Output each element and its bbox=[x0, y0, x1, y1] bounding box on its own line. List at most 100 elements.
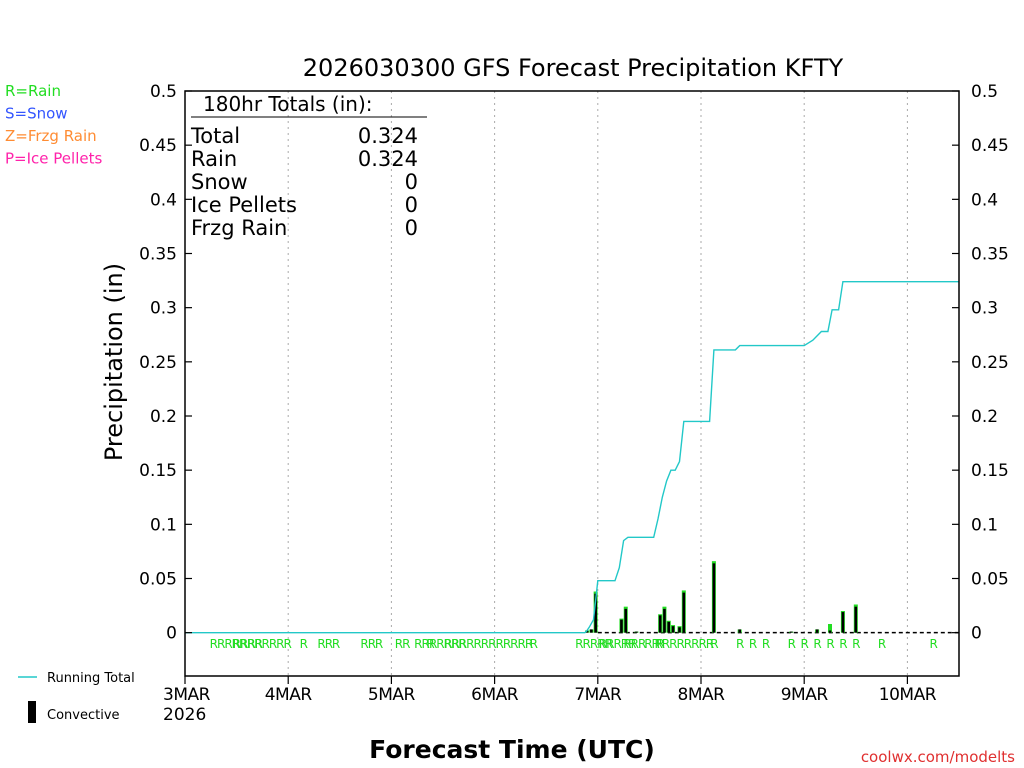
precip-type-marker-25: R bbox=[801, 637, 809, 651]
series-legend: Running Total Convective bbox=[18, 671, 135, 723]
precip-type-marker-20: R bbox=[710, 637, 718, 651]
totals-value-1: 0.324 bbox=[358, 147, 418, 171]
precip-type-marker-23: R bbox=[762, 637, 770, 651]
x-tick-label-7: 10MAR bbox=[879, 685, 937, 705]
convective-bar-8 bbox=[667, 621, 671, 633]
precip-type-marker-4: RR bbox=[317, 637, 332, 651]
convective-bar-10 bbox=[678, 627, 681, 633]
precip-type-marker-6: RR bbox=[360, 637, 375, 651]
y-tick-label-left-0: 0 bbox=[166, 624, 177, 644]
y-tick-label-left-3: 0.15 bbox=[139, 461, 177, 481]
precip-type-marker-10: R bbox=[426, 637, 434, 651]
y-axis-right: 0 0.05 0.1 0.15 0.2 0.25 0.3 0.35 0.4 0.45 0.5 bbox=[952, 82, 1009, 644]
grid-lines bbox=[287, 91, 908, 676]
totals-label-3: Ice Pellets bbox=[191, 193, 297, 217]
legend-type-1: S=Snow bbox=[5, 105, 68, 123]
y-tick-label-right-6: 0.3 bbox=[971, 299, 998, 319]
precip-type-marker-27: R bbox=[826, 637, 834, 651]
precip-type-marker-5: R bbox=[332, 637, 340, 651]
running-total-line bbox=[185, 281, 959, 634]
y-tick-label-right-5: 0.25 bbox=[971, 353, 1009, 373]
convective-bar-16 bbox=[828, 630, 832, 633]
totals-label-1: Rain bbox=[191, 147, 237, 171]
precip-type-marker-30: R bbox=[878, 637, 886, 651]
convective-bar-18 bbox=[854, 606, 858, 633]
y-tick-label-right-4: 0.2 bbox=[971, 407, 998, 427]
y-axis-left: 0 0.05 0.1 0.15 0.2 0.25 0.3 0.35 0.4 0.45 0.5 bbox=[139, 82, 192, 644]
y-tick-label-right-10: 0.5 bbox=[971, 82, 998, 102]
totals-box: 180hr Totals (in): Total 0.324 Rain 0.324 Sn… bbox=[190, 92, 427, 240]
totals-value-3: 0 bbox=[405, 193, 418, 217]
plot-frame bbox=[184, 90, 960, 677]
convective-bar-6 bbox=[658, 615, 662, 633]
convective-bar-14 bbox=[790, 631, 793, 633]
convective-bar-13 bbox=[738, 629, 741, 633]
totals-rows: Total 0.324 Rain 0.324 Snow 0 Ice Pellets 0 Frzg… bbox=[190, 124, 418, 240]
convective-bar-17 bbox=[841, 612, 845, 633]
convective-bar-5 bbox=[635, 631, 638, 633]
precip-type-marker-21: R bbox=[736, 637, 744, 651]
totals-label-0: Total bbox=[190, 124, 240, 148]
chart-title: 2026030300 GFS Forecast Precipitation KF… bbox=[303, 54, 844, 82]
precip-type-marker-26: R bbox=[813, 637, 821, 651]
precip-type-marker-8: RR bbox=[395, 637, 410, 651]
y-tick-label-left-9: 0.45 bbox=[139, 136, 177, 156]
precip-type-marker-12: RRRRRRRRRRRR bbox=[444, 637, 533, 651]
precip-bar-16 bbox=[828, 624, 832, 633]
convective-bar-4 bbox=[624, 608, 628, 633]
y-tick-label-left-10: 0.5 bbox=[150, 82, 177, 102]
convective-bar-11 bbox=[682, 592, 686, 633]
watermark: coolwx.com/modelts bbox=[861, 748, 1015, 766]
legend-running-total-label: Running Total bbox=[47, 671, 135, 686]
totals-value-0: 0.324 bbox=[358, 124, 418, 148]
precip-bars bbox=[585, 561, 858, 633]
x-tick-label-2: 5MAR bbox=[368, 685, 416, 705]
y-tick-label-left-2: 0.1 bbox=[150, 515, 177, 535]
precip-type-marker-7: R bbox=[375, 637, 383, 651]
precip-type-marker-14: RRRRR bbox=[575, 637, 612, 651]
y-axis-label: Precipitation (in) bbox=[100, 263, 128, 461]
y-tick-label-left-1: 0.05 bbox=[139, 570, 177, 590]
x-tick-label-5: 8MAR bbox=[678, 685, 726, 705]
convective-bar-9 bbox=[671, 626, 675, 633]
y-tick-label-left-8: 0.4 bbox=[150, 190, 177, 210]
convective-bar-1 bbox=[590, 629, 593, 633]
precip-type-marker-29: R bbox=[852, 637, 860, 651]
y-tick-label-left-7: 0.35 bbox=[139, 245, 177, 265]
precip-type-marker-24: R bbox=[788, 637, 796, 651]
precip-type-marker-19: RRRRRRRR bbox=[654, 637, 713, 651]
convective-bar-12 bbox=[712, 563, 716, 633]
totals-value-2: 0 bbox=[405, 170, 418, 194]
x-tick-label-4: 7MAR bbox=[574, 685, 622, 705]
convective-bar-0 bbox=[585, 630, 589, 633]
convective-bar-7 bbox=[663, 608, 666, 633]
legend-convective-label: Convective bbox=[47, 708, 120, 723]
precip-type-marker-31: R bbox=[930, 637, 938, 651]
x-tick-label-3: 6MAR bbox=[471, 685, 519, 705]
convective-bar-15 bbox=[815, 629, 819, 633]
totals-label-2: Snow bbox=[191, 170, 248, 194]
precip-type-marker-3: R bbox=[300, 637, 308, 651]
legend-type-2: Z=Frzg Rain bbox=[5, 127, 97, 145]
x-axis-label: Forecast Time (UTC) bbox=[369, 735, 655, 764]
precip-type-marker-28: R bbox=[839, 637, 847, 651]
totals-header: 180hr Totals (in): bbox=[203, 92, 373, 116]
x-tick-label-6: 9MAR bbox=[781, 685, 829, 705]
totals-value-4: 0 bbox=[405, 216, 418, 240]
convective-bar-2 bbox=[594, 593, 597, 633]
legend-type-3: P=Ice Pellets bbox=[5, 150, 102, 168]
x-tick-label-1: 4MAR bbox=[265, 685, 313, 705]
y-tick-label-right-8: 0.4 bbox=[971, 190, 998, 210]
precip-type-marker-17: RR bbox=[644, 637, 659, 651]
convective-bar-3 bbox=[620, 619, 623, 633]
precip-type-marker-2: RRRRRR bbox=[247, 637, 292, 651]
y-tick-label-left-4: 0.2 bbox=[150, 407, 177, 427]
precip-type-marker-11: RRRRR bbox=[429, 637, 466, 651]
y-tick-label-right-1: 0.05 bbox=[971, 570, 1009, 590]
precip-type-marker-16: RRR bbox=[623, 637, 646, 651]
y-tick-label-right-0: 0 bbox=[971, 624, 982, 644]
precip-type-marker-22: R bbox=[749, 637, 757, 651]
